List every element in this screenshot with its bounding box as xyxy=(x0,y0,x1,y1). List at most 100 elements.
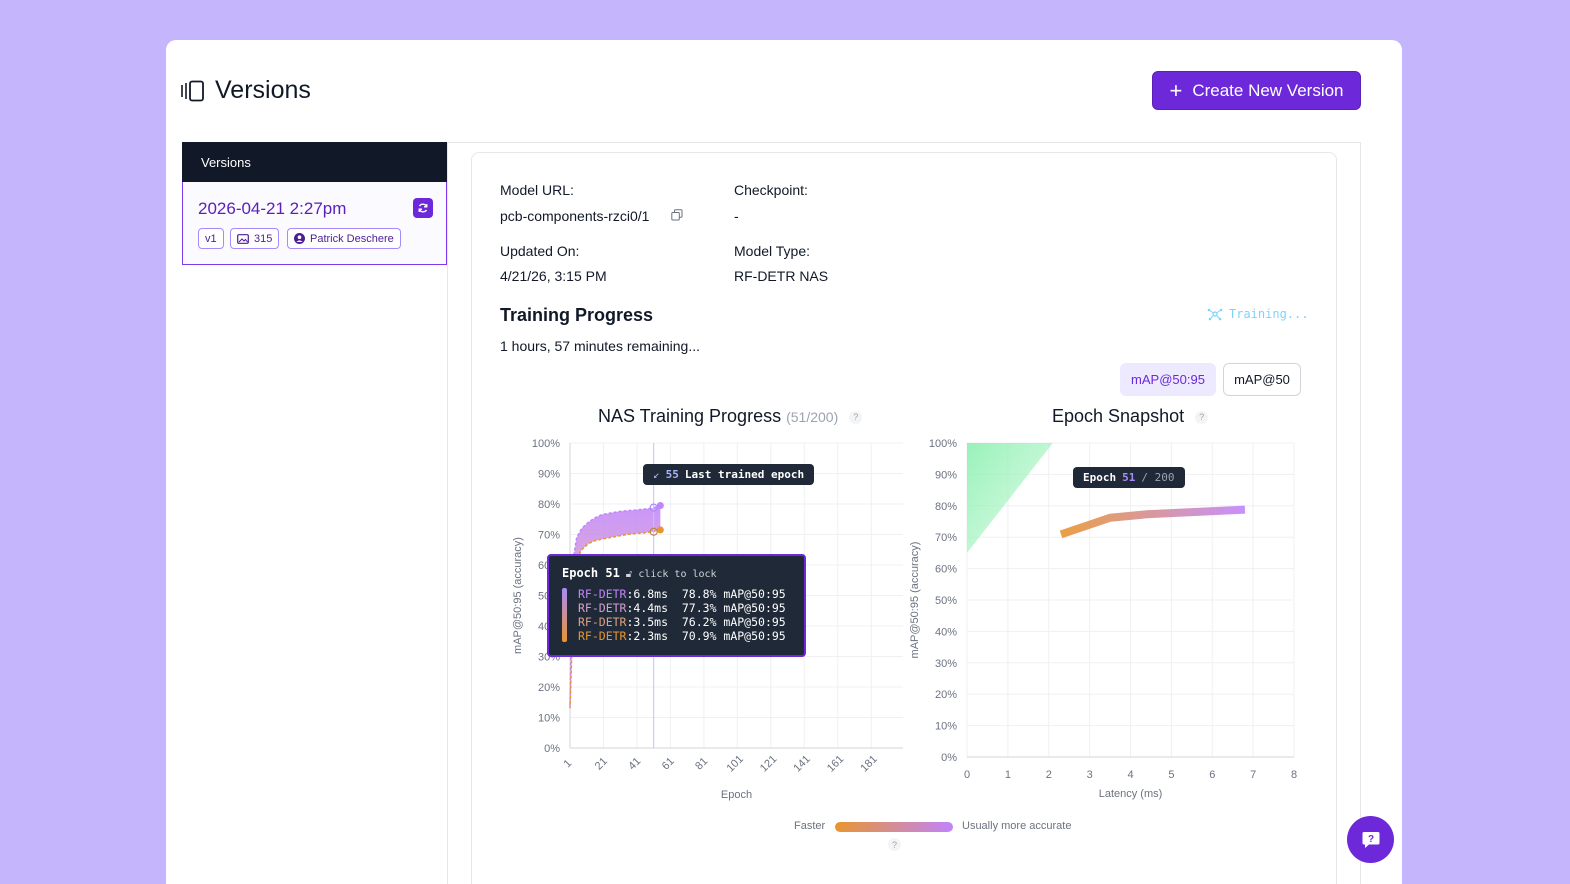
metric-toggle-map50[interactable]: mAP@50 xyxy=(1223,363,1301,396)
model-type-value: RF-DETR NAS xyxy=(734,268,828,284)
y-tick-label: 50% xyxy=(935,595,957,607)
sidebar-heading: Versions xyxy=(182,142,447,182)
tooltip-lock-hint[interactable]: 🔓︎ click to lock xyxy=(626,569,717,580)
tooltip-row: RF-DETR:3.5ms 76.2% mAP@50:95 xyxy=(578,615,786,629)
tooltip-lock-text: click to lock xyxy=(638,569,716,580)
updated-on-label: Updated On: xyxy=(500,243,579,259)
x-tick-label: 2 xyxy=(1046,769,1052,781)
x-tick-label: 8 xyxy=(1291,769,1297,781)
tooltip-epoch: Epoch 51 xyxy=(562,566,620,580)
snapshot-epoch-label: Epoch xyxy=(1083,471,1116,484)
last-point-upper xyxy=(657,502,664,509)
tooltip-model: RF-DETR xyxy=(578,615,626,629)
checkpoint-value: - xyxy=(734,208,739,224)
help-chat-button[interactable]: ? xyxy=(1347,816,1394,863)
y-tick-label: 100% xyxy=(532,438,560,450)
version-tag: v1 xyxy=(205,233,217,245)
x-tick-label: 3 xyxy=(1087,769,1093,781)
tooltip-latency: :6.8ms xyxy=(626,587,668,601)
x-tick-label: 1 xyxy=(561,757,574,770)
sync-button[interactable] xyxy=(413,198,433,218)
x-tick-label: 5 xyxy=(1168,769,1174,781)
snapshot-chart-title-text: Epoch Snapshot xyxy=(1052,406,1184,426)
y-tick-label: 20% xyxy=(538,682,560,694)
legend-help-icon[interactable]: ? xyxy=(888,838,901,851)
tooltip-latency: :4.4ms xyxy=(626,601,668,615)
x-tick-label: 4 xyxy=(1127,769,1133,781)
y-tick-label: 70% xyxy=(935,532,957,544)
tooltip-row: RF-DETR:6.8ms 78.8% mAP@50:95 xyxy=(578,587,786,601)
legend-faster: Faster xyxy=(794,820,825,832)
pareto-frontier-region xyxy=(967,443,1053,553)
x-tick-label: 61 xyxy=(660,755,677,772)
create-new-version-button[interactable]: + Create New Version xyxy=(1152,71,1361,110)
last-point-lower xyxy=(657,526,664,533)
nas-chart-help-icon[interactable]: ? xyxy=(849,411,862,424)
tooltip-model: RF-DETR xyxy=(578,601,626,615)
tooltip-score: 77.3% mAP@50:95 xyxy=(682,601,786,615)
tooltip-score: 76.2% mAP@50:95 xyxy=(682,615,786,629)
x-tick-label: 1 xyxy=(1005,769,1011,781)
author-chip: Patrick Deschere xyxy=(287,228,401,249)
copy-icon[interactable] xyxy=(671,209,683,221)
image-count: 315 xyxy=(254,233,272,245)
y-tick-label: 40% xyxy=(935,626,957,638)
author-name: Patrick Deschere xyxy=(310,233,394,245)
page-title: Versions xyxy=(215,76,311,105)
updated-on-value: 4/21/26, 3:15 PM xyxy=(500,268,607,284)
tooltip-model: RF-DETR xyxy=(578,587,626,601)
training-status: Training... xyxy=(1207,307,1308,321)
y-tick-label: 20% xyxy=(935,689,957,701)
x-tick-label: 181 xyxy=(858,753,879,774)
tooltip-latency: :3.5ms xyxy=(626,615,668,629)
y-tick-label: 100% xyxy=(929,438,957,450)
tooltip-row: RF-DETR:4.4ms 77.3% mAP@50:95 xyxy=(578,601,786,615)
y-tick-label: 80% xyxy=(935,501,957,513)
snapshot-chart-help-icon[interactable]: ? xyxy=(1195,411,1208,424)
x-tick-label: 6 xyxy=(1209,769,1215,781)
image-count-chip: 315 xyxy=(230,228,279,249)
lock-icon: 🔓︎ xyxy=(626,569,632,580)
tooltip-header: Epoch 51 🔓︎ click to lock xyxy=(562,566,717,580)
x-tick-label: 0 xyxy=(964,769,970,781)
tooltip-score: 78.8% mAP@50:95 xyxy=(682,587,786,601)
chat-help-icon: ? xyxy=(1361,830,1381,850)
tooltip-model: RF-DETR xyxy=(578,629,626,643)
y-tick-label: 30% xyxy=(935,658,957,670)
plus-icon: + xyxy=(1169,80,1182,102)
model-url: pcb-components-rzci0/1 xyxy=(500,208,649,224)
x-tick-label: 161 xyxy=(825,753,846,774)
snapshot-epoch-badge: Epoch 51 / 200 xyxy=(1073,467,1185,488)
y-tick-label: 10% xyxy=(538,713,560,725)
y-tick-label: 0% xyxy=(544,743,560,755)
nas-chart-title: NAS Training Progress (51/200) ? xyxy=(598,406,862,427)
user-icon xyxy=(294,233,305,244)
y-tick-label: 60% xyxy=(935,564,957,576)
snapshot-epoch-total: / 200 xyxy=(1141,471,1174,484)
x-tick-label: 141 xyxy=(791,753,812,774)
nas-chart-progress: (51/200) xyxy=(786,409,838,425)
y-axis-label: mAP@50:95 (accuracy) xyxy=(512,537,524,654)
x-tick-label: 7 xyxy=(1250,769,1256,781)
version-tag-chip: v1 xyxy=(198,228,224,249)
y-tick-label: 70% xyxy=(538,530,560,542)
svg-text:?: ? xyxy=(1367,834,1373,845)
x-axis-label: Epoch xyxy=(721,789,752,801)
y-tick-label: 90% xyxy=(935,469,957,481)
snapshot-series-line xyxy=(1061,510,1245,535)
tooltip-gradient-bar xyxy=(562,588,567,642)
tooltip-score: 70.9% mAP@50:95 xyxy=(682,629,786,643)
y-tick-label: 0% xyxy=(941,752,957,764)
last-trained-epoch-badge: ↙ 55 Last trained epoch xyxy=(643,464,814,485)
epoch-tooltip[interactable]: Epoch 51 🔓︎ click to lock RF-DETR:6.8ms … xyxy=(547,554,806,657)
y-tick-label: 80% xyxy=(538,499,560,511)
version-list-item[interactable]: 2026-04-21 2:27pm v1 315 Patrick Descher… xyxy=(182,182,447,265)
x-tick-label: 21 xyxy=(593,755,610,772)
last-trained-epoch-label: Last trained epoch xyxy=(685,468,804,481)
metric-toggle-map5095[interactable]: mAP@50:95 xyxy=(1120,363,1216,396)
refresh-icon xyxy=(417,202,429,214)
create-new-version-label: Create New Version xyxy=(1192,81,1343,101)
versions-icon xyxy=(180,80,206,102)
training-progress-title: Training Progress xyxy=(500,305,653,326)
nas-chart-title-text: NAS Training Progress xyxy=(598,406,781,426)
